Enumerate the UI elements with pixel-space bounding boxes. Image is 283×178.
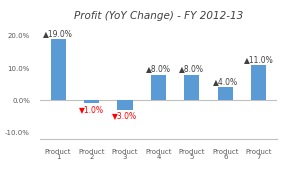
Bar bbox=[50, 39, 66, 100]
Text: ▲8.0%: ▲8.0% bbox=[146, 64, 171, 73]
Bar bbox=[117, 100, 132, 110]
Bar bbox=[151, 75, 166, 100]
Bar bbox=[84, 100, 99, 103]
Bar bbox=[251, 65, 267, 100]
Bar bbox=[218, 87, 233, 100]
Text: ▼3.0%: ▼3.0% bbox=[112, 111, 138, 120]
Text: ▲19.0%: ▲19.0% bbox=[43, 29, 73, 38]
Text: ▲4.0%: ▲4.0% bbox=[213, 77, 238, 86]
Title: Profit (YoY Change) - FY 2012-13: Profit (YoY Change) - FY 2012-13 bbox=[74, 11, 243, 21]
Text: ▲8.0%: ▲8.0% bbox=[179, 64, 204, 73]
Bar bbox=[185, 75, 200, 100]
Text: ▼1.0%: ▼1.0% bbox=[79, 105, 104, 114]
Text: ▲11.0%: ▲11.0% bbox=[244, 55, 274, 64]
